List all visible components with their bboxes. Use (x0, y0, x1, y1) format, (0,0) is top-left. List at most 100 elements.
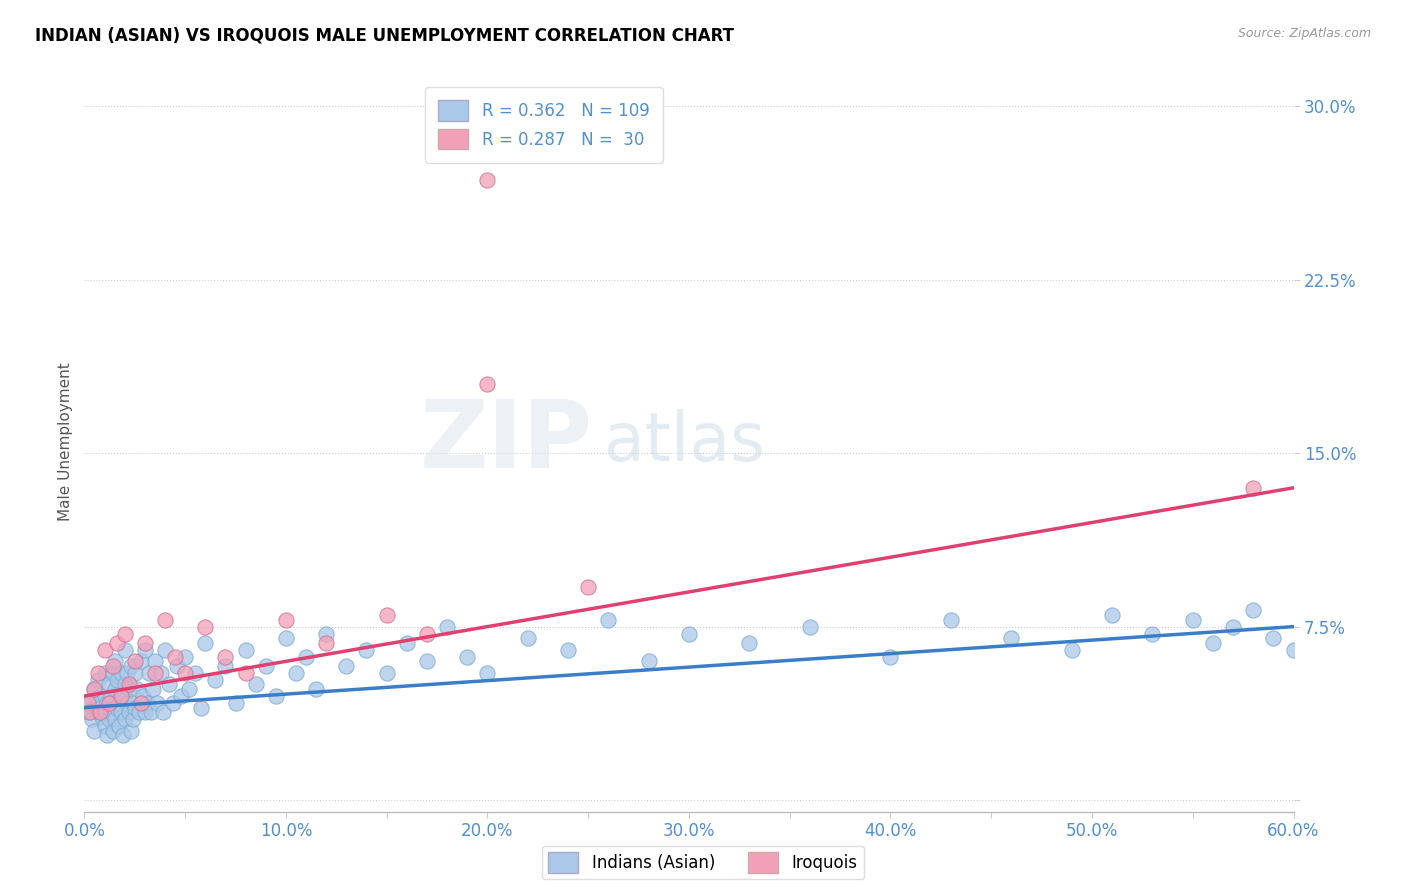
Point (152, 705, 174, 719)
Point (120, 723, 142, 738)
Point (395, 636, 418, 650)
Text: Source: ZipAtlas.com: Source: ZipAtlas.com (1237, 27, 1371, 40)
Point (1142, 626, 1164, 640)
Point (104, 712, 127, 726)
Point (93, 689, 115, 703)
Point (97, 712, 120, 726)
Point (245, 677, 267, 691)
Point (375, 608, 398, 623)
Point (436, 620, 458, 634)
Point (1241, 481, 1264, 495)
Point (274, 631, 297, 645)
Point (305, 682, 328, 697)
Point (1181, 613, 1204, 627)
Point (115, 665, 138, 680)
Legend: Indians (Asian), Iroquois: Indians (Asian), Iroquois (541, 846, 865, 880)
Point (89, 705, 111, 719)
Point (101, 665, 124, 680)
Point (1241, 603, 1264, 617)
Point (124, 654, 146, 668)
Point (576, 580, 599, 594)
Point (91, 710, 114, 724)
Point (83, 723, 105, 738)
Point (110, 665, 132, 680)
Point (124, 665, 146, 680)
Point (121, 712, 143, 726)
Point (264, 689, 287, 703)
Point (153, 613, 176, 627)
Point (89, 700, 111, 714)
Point (110, 705, 132, 719)
Point (93, 705, 115, 719)
Point (86, 691, 108, 706)
Point (1263, 631, 1285, 645)
Point (235, 642, 257, 657)
Point (97, 696, 120, 710)
Point (356, 642, 378, 657)
Point (114, 626, 136, 640)
Point (456, 649, 478, 664)
Point (134, 636, 156, 650)
Point (139, 705, 162, 719)
Point (128, 705, 150, 719)
Point (118, 705, 141, 719)
Point (118, 682, 141, 697)
Point (100, 705, 122, 719)
Legend: R = 0.362   N = 109, R = 0.287   N =  30: R = 0.362 N = 109, R = 0.287 N = 30 (425, 87, 662, 162)
Point (190, 700, 212, 714)
Point (166, 659, 188, 673)
Point (1202, 636, 1225, 650)
Point (114, 642, 136, 657)
Point (115, 696, 138, 710)
Point (214, 659, 236, 673)
Point (96, 696, 118, 710)
Point (104, 654, 127, 668)
Point (83, 682, 105, 697)
Point (143, 665, 166, 680)
Point (254, 659, 277, 673)
Point (111, 689, 134, 703)
Point (110, 689, 132, 703)
Text: INDIAN (ASIAN) VS IROQUOIS MALE UNEMPLOYMENT CORRELATION CHART: INDIAN (ASIAN) VS IROQUOIS MALE UNEMPLOY… (35, 27, 734, 45)
Point (114, 712, 136, 726)
Point (184, 665, 207, 680)
Point (204, 673, 226, 687)
Point (214, 649, 236, 664)
Point (87, 673, 110, 687)
Point (132, 689, 155, 703)
Point (77, 705, 100, 719)
Point (598, 613, 620, 627)
Point (93, 642, 115, 657)
Point (96, 728, 118, 742)
Point (93, 665, 115, 680)
Point (134, 642, 156, 657)
Point (105, 636, 128, 650)
Point (477, 173, 499, 187)
Point (97, 677, 120, 691)
Point (416, 626, 439, 640)
Point (105, 673, 128, 687)
Point (477, 665, 499, 680)
Point (157, 677, 180, 691)
Point (87, 705, 110, 719)
Point (315, 626, 337, 640)
Point (134, 705, 156, 719)
Point (170, 689, 193, 703)
Point (101, 723, 124, 738)
Point (1282, 642, 1305, 657)
Point (162, 696, 184, 710)
Point (879, 649, 901, 664)
Point (315, 636, 337, 650)
Point (194, 620, 217, 634)
Point (557, 642, 579, 657)
Point (125, 682, 148, 697)
Point (83, 682, 105, 697)
Point (124, 700, 146, 714)
Point (129, 696, 152, 710)
Text: atlas: atlas (605, 409, 765, 475)
Text: ZIP: ZIP (419, 395, 592, 488)
Point (107, 719, 129, 733)
Point (104, 682, 127, 697)
Point (79, 705, 101, 719)
Point (142, 682, 165, 697)
